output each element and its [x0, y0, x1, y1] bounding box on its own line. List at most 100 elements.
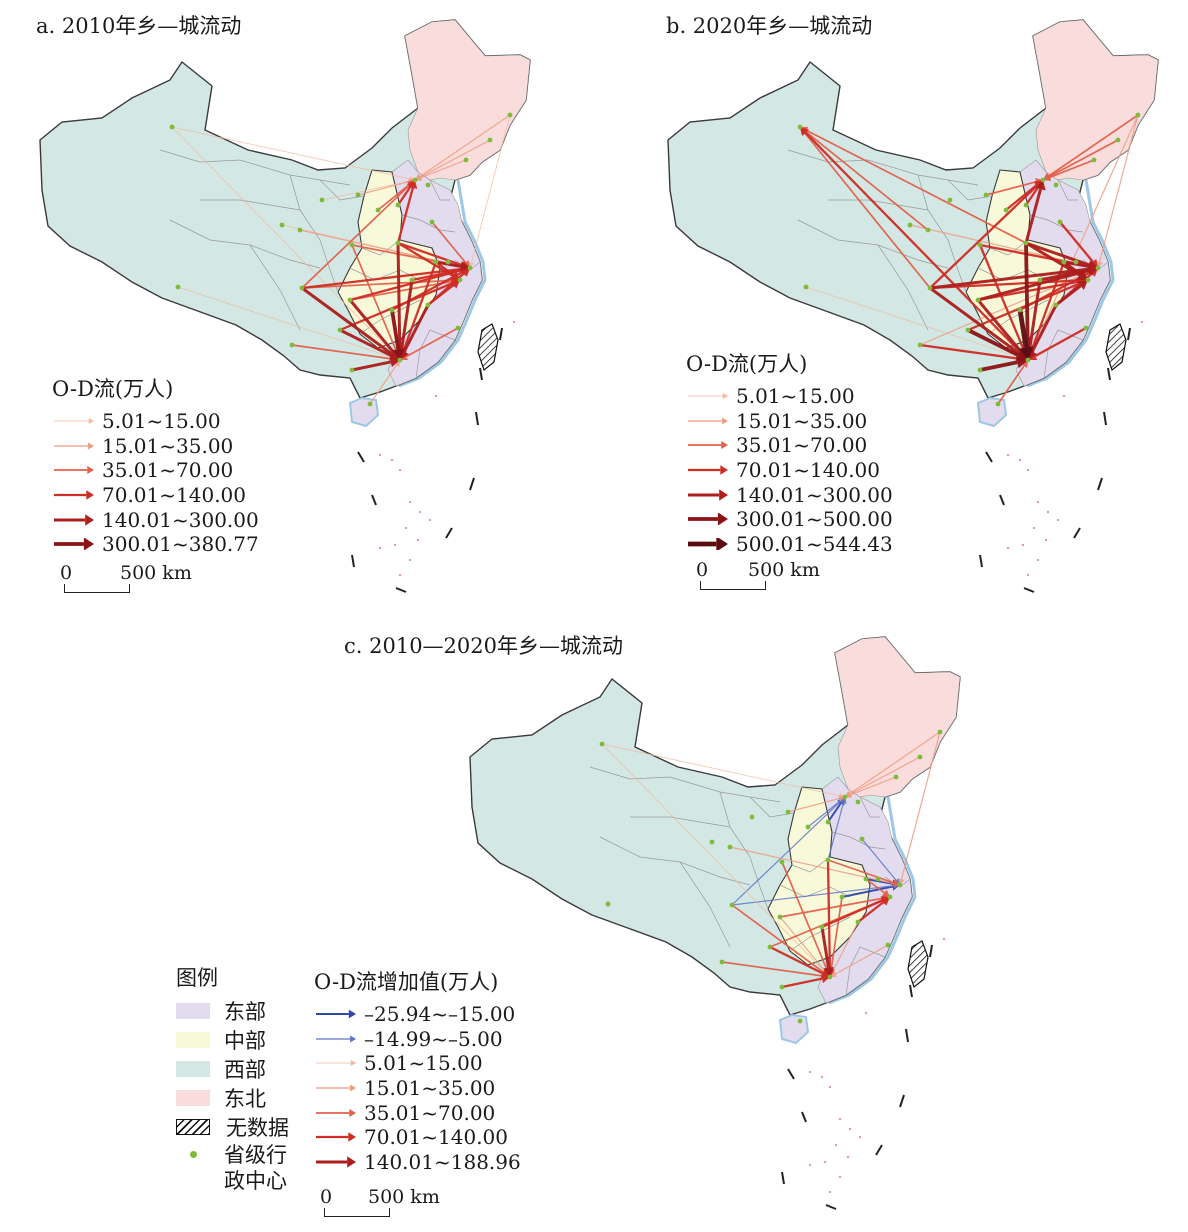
- province-boundary: [828, 199, 929, 211]
- capital-dot: [825, 857, 831, 863]
- legend-label: 35.01~70.00: [102, 458, 234, 483]
- province-boundary: [859, 796, 880, 818]
- province-boundary: [401, 214, 456, 233]
- province-boundary: [1057, 179, 1078, 201]
- province-boundary: [947, 179, 993, 201]
- province-boundary: [679, 861, 731, 948]
- legend-item: –14.99~–5.00: [314, 1027, 521, 1052]
- capital-dot: [1095, 265, 1101, 271]
- capital-dot: [975, 297, 981, 303]
- maritime-boundary: [999, 494, 1005, 506]
- maritime-boundary: [479, 367, 483, 381]
- island: [390, 458, 394, 462]
- capital-dot: [429, 219, 435, 225]
- legend-item: 5.01~15.00: [314, 1051, 521, 1076]
- capital-dot: [855, 799, 861, 805]
- legend-item: 35.01~70.00: [314, 1100, 521, 1125]
- capital-dot: [397, 357, 403, 363]
- island: [846, 1155, 850, 1159]
- legend-title: O-D流(万人): [686, 352, 808, 376]
- legend-label: 70.01~140.00: [736, 458, 880, 483]
- legend-label: 140.01~188.96: [364, 1149, 521, 1174]
- capital-dot: [777, 914, 783, 920]
- island: [408, 500, 412, 504]
- island: [858, 1135, 862, 1139]
- island: [820, 1075, 824, 1079]
- maritime-boundary: [1107, 367, 1111, 381]
- coastline: [1026, 179, 1115, 388]
- legend-label: 500.01~544.43: [736, 531, 893, 556]
- capital-dot: [839, 894, 845, 900]
- capital-dot: [727, 844, 733, 850]
- island: [1046, 510, 1050, 514]
- island: [416, 538, 420, 542]
- scale-line: [324, 1208, 390, 1217]
- legend-label: 5.01~15.00: [736, 384, 855, 409]
- east-swatch: [176, 1002, 210, 1019]
- island: [398, 573, 402, 577]
- region-northeast: [404, 19, 531, 181]
- capital-dot: [337, 327, 343, 333]
- legend-item: 300.01~500.00: [686, 507, 893, 532]
- capital-dot: [457, 277, 463, 283]
- capital-dot: [1023, 202, 1029, 208]
- capital-dot: [367, 401, 373, 407]
- island: [808, 1163, 812, 1167]
- island: [408, 558, 412, 562]
- capital-dot: [1073, 259, 1079, 265]
- island: [828, 1085, 832, 1089]
- scale-distance: 500 km: [368, 1186, 440, 1208]
- province-boundary: [429, 179, 450, 201]
- legend-title: O-D流增加值(万人): [314, 970, 499, 994]
- island: [1021, 543, 1025, 547]
- province-boundary: [159, 149, 351, 186]
- legend-item-central: 中部: [176, 1025, 289, 1054]
- legend-item: 15.01~35.00: [314, 1076, 521, 1101]
- island: [834, 1143, 838, 1147]
- scale-line: [64, 584, 130, 593]
- maritime-boundary: [1097, 477, 1103, 491]
- flow-arrow-icon: [688, 537, 728, 550]
- maritime-boundary: [1023, 587, 1035, 593]
- capital-dot: [1085, 277, 1091, 283]
- capital-dot: [1135, 112, 1141, 118]
- legend-title: O-D流(万人): [52, 377, 174, 401]
- capital-dot: [719, 959, 725, 965]
- province-boundary: [630, 816, 731, 828]
- province-boundary: [1029, 214, 1084, 233]
- maritime-boundary: [909, 984, 913, 998]
- panel-a: a. 2010年乡—城流动 O-D流(万人) 5.01~15.00 15.01~3…: [0, 0, 594, 610]
- province-boundary: [987, 299, 1049, 335]
- region-northeast: [1032, 19, 1159, 181]
- maritime-boundary: [905, 1028, 909, 1043]
- maritime-boundary: [395, 587, 407, 593]
- province-boundary: [917, 174, 929, 211]
- scale-bar: 0 500 km: [60, 562, 192, 593]
- capital-dot: [797, 124, 803, 130]
- capital-dot: [297, 227, 303, 233]
- capital-dot: [925, 227, 931, 233]
- capital-dot: [409, 277, 415, 283]
- island: [378, 453, 382, 457]
- maritime-boundary: [929, 944, 933, 958]
- capital-dot: [455, 325, 461, 331]
- legend-item: 15.01~35.00: [52, 434, 259, 459]
- capital-dot: [977, 367, 983, 373]
- capital-dot: [279, 222, 285, 228]
- capital-dot: [319, 197, 325, 203]
- capital-dot: [887, 894, 893, 900]
- capital-dot: [917, 342, 923, 348]
- capital-dot: [729, 902, 735, 908]
- coastline: [828, 796, 917, 1005]
- maritime-boundary: [351, 554, 355, 568]
- legend-item: 140.01~188.96: [314, 1150, 521, 1175]
- flow-arrow: [1055, 280, 1088, 307]
- maritime-boundary: [787, 1068, 795, 1080]
- flow-arrow-icon: [316, 1009, 356, 1019]
- scale-zero: 0: [60, 562, 73, 584]
- province-boundary: [415, 329, 456, 379]
- scale-distance: 500 km: [748, 559, 820, 581]
- flow-arrow-icon: [316, 1060, 356, 1067]
- capital-dot-icon: [176, 1150, 210, 1158]
- flow-arrow-icon: [316, 1035, 356, 1043]
